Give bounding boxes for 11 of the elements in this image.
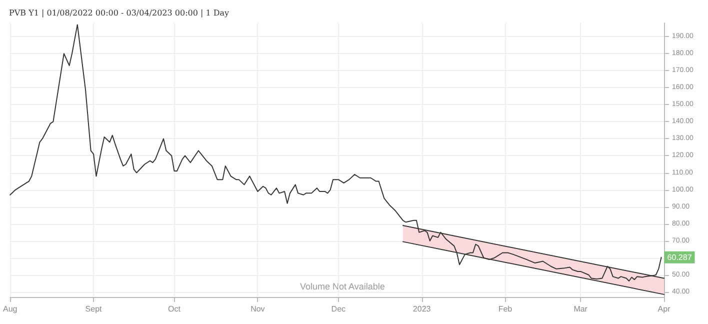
- x-tick-label: Aug: [3, 304, 18, 314]
- x-tick-label: 2023: [412, 304, 432, 314]
- annotation: 60.287: [667, 252, 692, 262]
- chart-title: PVB Y1 | 01/08/2022 00:00 - 03/04/2023 00:00 | 1 Day: [9, 8, 230, 18]
- x-tick-label: Apr: [658, 304, 671, 314]
- x-tick-label: Feb: [498, 304, 513, 314]
- x-tick-label: Nov: [250, 304, 265, 314]
- x-tick-label: Mar: [574, 304, 588, 314]
- x-tick-label: Oct: [168, 304, 182, 314]
- x-tick-label: Sept: [85, 304, 103, 314]
- x-tick-label: Dec: [331, 304, 346, 314]
